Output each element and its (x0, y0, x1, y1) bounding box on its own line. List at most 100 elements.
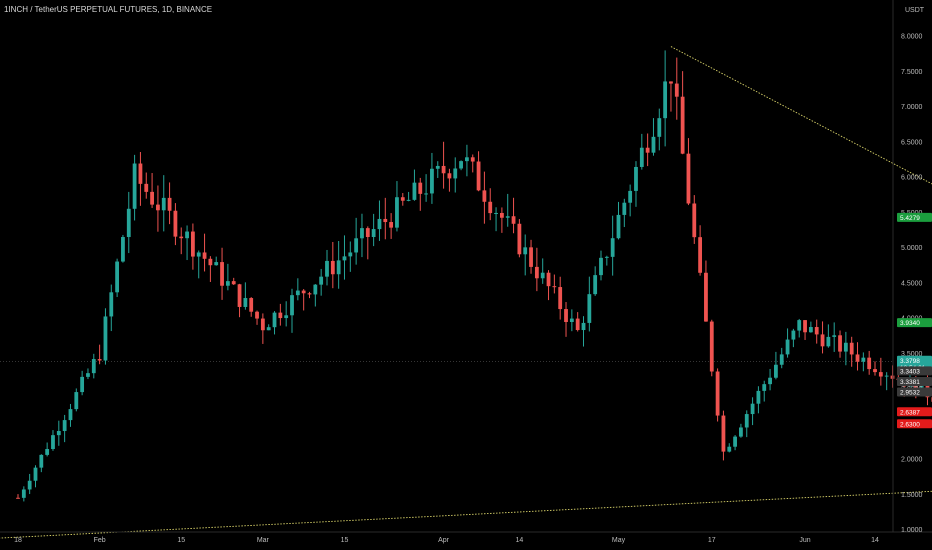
y-tick-label: 6.0000 (901, 175, 923, 182)
candle-body (808, 327, 813, 333)
price-tag-value: 3.3798 (900, 358, 920, 365)
x-axis-ticks: 18Feb15Mar15Apr14May17Jun14Jul19Aug16Sep… (14, 537, 879, 544)
candle-body (144, 183, 149, 192)
candle-body (406, 199, 411, 201)
candle-body (604, 256, 609, 258)
candle-body (639, 147, 644, 167)
candle-body (86, 373, 90, 377)
candle-body (867, 357, 872, 370)
candle-body (447, 173, 452, 179)
candle-body (680, 96, 685, 154)
candle-body (459, 161, 463, 169)
candle-body (599, 257, 603, 276)
candle-body (494, 212, 498, 214)
candle-body (295, 290, 300, 296)
candle-body (115, 261, 120, 293)
candle-body (80, 376, 85, 393)
candle-body (593, 275, 598, 295)
y-axis-unit: USDT (905, 7, 925, 14)
candle-body (430, 168, 434, 194)
candle-body (529, 247, 533, 267)
price-tag-value: 3.9340 (900, 320, 920, 327)
candle-body (465, 157, 469, 162)
x-tick-label: 14 (871, 537, 879, 544)
price-tag-value: 3.3403 (900, 368, 920, 375)
price-tag-gray (897, 366, 932, 376)
candle-body (540, 272, 545, 279)
candle-body (307, 293, 312, 295)
y-tick-label: 4.5000 (901, 280, 923, 287)
candle-body (418, 182, 423, 194)
candle-body (739, 427, 743, 437)
candle-body (173, 210, 178, 237)
candle-body (284, 315, 289, 319)
candle-body (196, 252, 201, 257)
candle-body (715, 371, 720, 416)
candle-body (56, 431, 61, 436)
candle-body (534, 266, 539, 279)
candle-body (156, 204, 160, 211)
candle-series (16, 50, 932, 502)
y-axis-ticks: 8.00007.50007.00006.50006.00005.50005.00… (901, 34, 923, 535)
candle-body (622, 202, 627, 215)
candle-body (383, 218, 388, 223)
candle-body (220, 262, 224, 286)
price-tags: 5.42793.93403.379818:54:313.34033.33812.… (897, 212, 932, 429)
candle-body (377, 218, 382, 230)
candle-body (325, 260, 329, 277)
candle-body (150, 191, 154, 205)
candle-body (709, 321, 714, 372)
candle-body (791, 330, 796, 340)
x-tick-label: Mar (257, 537, 270, 544)
candle-body (126, 208, 131, 238)
candle-body (266, 327, 271, 331)
candle-body (45, 449, 50, 455)
price-tag-gray (897, 387, 932, 397)
candle-body (313, 284, 318, 295)
candle-body (389, 222, 394, 228)
candle-body (581, 322, 586, 331)
candle-body (191, 231, 195, 257)
candle-body (488, 201, 493, 214)
candle-body (832, 335, 837, 337)
candle-body (255, 311, 259, 319)
price-tag-value: 2.6300 (900, 421, 920, 428)
candle-body (569, 318, 574, 322)
candle-body (616, 214, 621, 239)
candle-body (873, 369, 877, 373)
y-tick-label: 7.0000 (901, 104, 923, 111)
candle-body (692, 203, 697, 238)
candle-body (499, 212, 504, 218)
candle-body (441, 165, 446, 174)
candle-body (348, 252, 353, 257)
price-tag-value: 3.3381 (900, 379, 920, 386)
candle-body (482, 190, 487, 202)
candle-body (278, 312, 283, 319)
x-tick-label: Jun (799, 537, 810, 544)
candle-body (412, 182, 417, 200)
candle-body (476, 161, 481, 191)
candle-body (861, 357, 866, 362)
candle-body (167, 197, 172, 211)
trendline (0, 490, 932, 539)
candle-body (354, 238, 359, 253)
candle-body (634, 166, 638, 191)
candle-body (727, 446, 732, 452)
y-tick-label: 7.5000 (901, 69, 923, 76)
candle-body (237, 284, 242, 307)
candle-body (185, 231, 189, 239)
candle-body (179, 236, 184, 239)
y-tick-label: 6.5000 (901, 139, 923, 146)
candle-body (645, 147, 650, 153)
candle-body (68, 409, 73, 421)
candle-body (838, 335, 842, 352)
x-tick-label: May (612, 537, 626, 544)
chart-title: 1INCH / TetherUS PERPETUAL FUTURES, 1D, … (4, 5, 213, 14)
candle-body (663, 81, 668, 119)
candle-body (669, 81, 673, 84)
y-tick-label: 1.0000 (901, 527, 923, 534)
candle-body (913, 378, 918, 395)
candle-body (721, 415, 726, 452)
candle-body (698, 237, 703, 273)
